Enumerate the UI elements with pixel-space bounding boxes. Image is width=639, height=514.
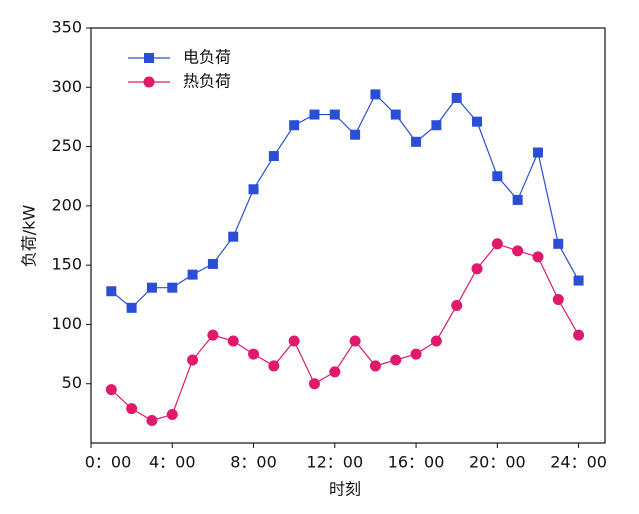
y-axis-label: 负荷/kW <box>20 205 39 268</box>
x-tick-label: 16：00 <box>388 453 445 472</box>
data-point <box>187 354 199 366</box>
data-point <box>207 258 218 269</box>
y-tick-label: 350 <box>51 18 82 37</box>
data-point <box>105 384 117 396</box>
legend-marker <box>144 53 154 63</box>
x-tick-label: 20：00 <box>469 453 526 472</box>
data-point <box>552 294 564 306</box>
legend-marker <box>143 76 155 88</box>
data-point <box>512 245 524 257</box>
y-tick-label: 100 <box>51 314 82 333</box>
data-point <box>329 109 340 120</box>
data-point <box>106 286 117 297</box>
data-point <box>329 366 341 378</box>
data-point <box>553 238 564 249</box>
y-tick-label: 200 <box>51 195 82 214</box>
data-point <box>308 378 320 390</box>
data-point <box>350 129 361 140</box>
y-tick-label: 300 <box>51 77 82 96</box>
data-point <box>573 275 584 286</box>
data-point <box>532 251 544 263</box>
data-point <box>532 147 543 158</box>
data-point <box>492 171 503 182</box>
data-point <box>451 92 462 103</box>
data-point <box>573 329 585 341</box>
data-point <box>309 109 320 120</box>
data-point <box>268 360 280 372</box>
x-tick-label: 24：00 <box>550 453 607 472</box>
x-tick-label: 0：00 <box>85 453 132 472</box>
data-point <box>431 120 442 131</box>
data-point <box>187 269 198 280</box>
data-point <box>512 194 523 205</box>
data-point <box>411 136 422 147</box>
data-point <box>491 238 503 250</box>
x-tick-label: 12：00 <box>306 453 363 472</box>
data-point <box>207 329 219 341</box>
data-point <box>126 302 137 313</box>
data-point <box>268 151 279 162</box>
data-point <box>167 282 178 293</box>
data-point <box>248 184 259 195</box>
data-point <box>390 354 402 366</box>
data-point <box>166 409 178 421</box>
data-point <box>370 89 381 100</box>
data-point <box>451 299 463 311</box>
series-line <box>110 93 580 309</box>
y-tick-label: 150 <box>51 255 82 274</box>
y-tick-label: 250 <box>51 136 82 155</box>
data-point <box>349 335 361 347</box>
y-tick-label: 50 <box>62 373 82 392</box>
x-tick-label: 4：00 <box>149 453 196 472</box>
data-point <box>126 403 138 415</box>
data-point <box>146 414 158 426</box>
data-point <box>410 348 422 360</box>
legend-label: 电负荷 <box>183 48 231 67</box>
plot-frame <box>90 27 606 444</box>
data-point <box>430 335 442 347</box>
data-point <box>228 231 239 242</box>
data-point <box>472 116 483 127</box>
x-tick-label: 8：00 <box>230 453 277 472</box>
data-point <box>471 263 483 275</box>
data-point <box>369 360 381 372</box>
legend-label: 热负荷 <box>183 72 231 91</box>
x-axis-label: 时刻 <box>329 480 361 499</box>
data-point <box>248 348 260 360</box>
data-point <box>146 282 157 293</box>
data-point <box>289 120 300 131</box>
data-point <box>288 335 300 347</box>
series-line <box>110 243 580 422</box>
data-point <box>227 335 239 347</box>
data-point <box>390 109 401 120</box>
